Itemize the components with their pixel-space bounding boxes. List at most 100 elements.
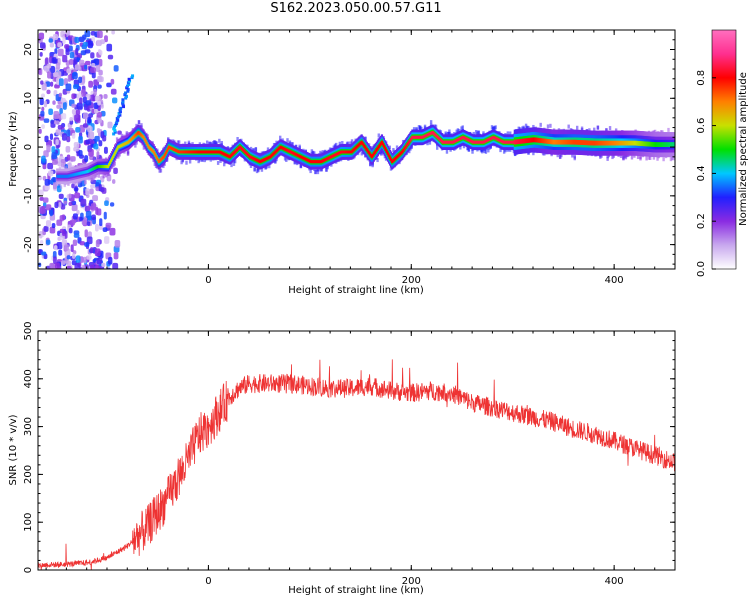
halo-cell [383,154,387,159]
speckle-cell [78,149,83,157]
halo-cell [377,133,380,138]
branch-cell [119,106,123,110]
branch-cell [126,81,130,85]
speckle-cell [95,223,99,232]
halo-cell [347,141,350,146]
speckle-cell [81,75,86,84]
ridge-cell [113,153,116,157]
speckle-cell [38,32,45,40]
halo-cell [154,163,158,168]
halo-cell [474,130,478,135]
ridge-cell [144,139,147,143]
ridge-cell [385,150,389,154]
halo-cell [439,130,443,135]
ridge-cell [145,141,148,145]
speckle-cell [59,107,63,115]
speckle-cell [57,124,63,130]
branch-cell [115,117,119,121]
halo-cell [162,164,165,169]
speckle-cell [106,82,112,88]
speckle-cell [64,244,69,252]
halo-cell [504,148,507,153]
halo-cell [223,162,226,167]
speckle-cell [93,102,99,109]
halo-cell [476,131,479,136]
halo-cell [522,125,525,130]
speckle-cell [71,206,77,212]
halo-cell [91,176,94,181]
ridge-cell [156,158,159,162]
ridge-cell [405,144,408,148]
speckle-cell [90,184,96,189]
speckle-cell [58,193,64,200]
ridge-cell [401,150,404,154]
speckle-cell [65,146,71,153]
speckle-cell [96,257,103,265]
speckle-cell [53,256,57,264]
halo-cell [61,163,64,168]
ridge-cell [152,150,155,154]
halo-cell [159,168,163,173]
speckle-cell [86,221,91,226]
speckle-cell [71,103,76,108]
halo-cell [249,146,253,151]
speckle-cell [85,100,92,106]
speckle-cell [94,108,99,114]
speckle-cell [100,103,104,109]
ridge-cell [111,157,114,161]
halo-cell [326,165,329,170]
halo-cell [266,147,270,152]
speckle-cell [79,59,85,66]
speckle-cell [39,51,43,57]
speckle-cell [112,179,116,184]
halo-cell [215,141,219,146]
ridge-cell [383,146,387,150]
speckle-cell [57,48,64,57]
halo-cell [332,145,335,150]
halo-cell [293,160,297,165]
halo-cell [125,132,129,137]
speckle-cell [59,228,64,233]
speckle-cell [79,216,83,222]
speckle-cell [103,146,108,154]
halo-cell [84,180,87,185]
branch-cell [112,132,116,136]
speckle-cell [91,63,96,68]
halo-cell [349,141,353,146]
speckle-cell [58,249,63,256]
speckle-cell [90,247,94,254]
halo-cell [506,131,510,136]
halo-cell [140,123,143,128]
speckle-cell [73,233,80,238]
speckle-cell [90,203,97,211]
halo-cell [493,125,496,130]
halo-cell [596,125,600,130]
halo-cell [639,155,642,160]
halo-cell [320,167,323,172]
halo-cell [369,162,372,167]
branch-cell [114,122,118,126]
halo-cell [492,126,495,131]
halo-cell [446,131,450,136]
speckle-cell [84,49,91,54]
halo-cell [460,126,463,131]
halo-cell [647,155,651,160]
speckle-cell [53,120,60,125]
speckle-cell [94,135,100,142]
branch-cell [116,118,120,122]
halo-cell [490,125,494,130]
halo-cell [177,140,181,145]
branch-cell [128,79,132,83]
halo-cell [286,138,289,143]
speckle-cell [111,30,116,35]
speckle-cell [49,226,56,234]
speckle-cell [55,129,61,136]
speckle-cell [68,193,72,199]
halo-cell [462,144,466,149]
speckle-cell [101,262,106,268]
speckle-cell [49,42,55,48]
halo-cell [260,167,264,172]
halo-cell [448,131,451,136]
speckle-cell [39,196,45,201]
ridge-cell [163,153,166,157]
